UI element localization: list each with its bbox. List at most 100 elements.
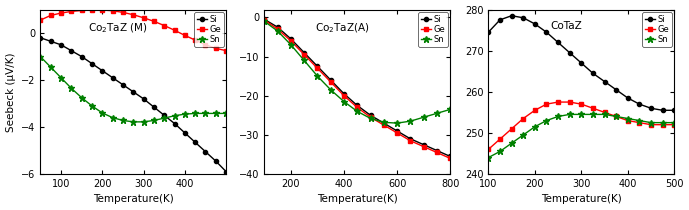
Ge — [353, 106, 362, 109]
Ge — [68, 10, 76, 13]
Ge — [150, 20, 158, 22]
Sn — [37, 55, 45, 58]
Ge — [496, 138, 504, 140]
Sn — [484, 156, 493, 159]
Ge — [129, 13, 137, 16]
Sn — [380, 121, 388, 124]
Si — [119, 84, 127, 86]
Si — [108, 76, 116, 79]
Si — [589, 72, 597, 75]
Legend: Si, Ge, Sn: Si, Ge, Sn — [194, 12, 224, 47]
Ge — [367, 116, 375, 118]
Si — [624, 97, 632, 99]
Ge — [407, 139, 415, 142]
Ge — [201, 43, 209, 46]
Sn — [181, 113, 189, 115]
Ge — [624, 119, 632, 122]
Si — [577, 62, 586, 64]
Sn — [160, 117, 168, 119]
Si — [531, 23, 539, 25]
Si — [380, 122, 388, 124]
Line: Ge: Ge — [263, 18, 452, 160]
Si — [484, 31, 493, 33]
Text: Co$_2$TaZ (M): Co$_2$TaZ (M) — [88, 21, 148, 35]
Si — [647, 107, 655, 109]
Sn — [407, 120, 415, 122]
Ge — [77, 9, 85, 12]
Si — [670, 109, 679, 112]
Sn — [589, 113, 597, 116]
Sn — [566, 113, 574, 116]
Ge — [635, 121, 644, 124]
Si — [496, 18, 504, 21]
Sn — [670, 121, 679, 124]
Sn — [129, 121, 137, 123]
Sn — [624, 117, 632, 120]
Sn — [77, 96, 85, 99]
Ge — [313, 67, 322, 70]
Si — [37, 37, 45, 39]
Sn — [88, 105, 96, 107]
Ge — [108, 9, 116, 12]
Line: Ge: Ge — [39, 8, 228, 53]
Ge — [160, 24, 168, 27]
Si — [47, 40, 55, 43]
Sn — [600, 113, 608, 116]
Si — [542, 31, 551, 33]
Sn — [554, 115, 562, 118]
Si — [170, 122, 178, 125]
Sn — [57, 76, 65, 79]
Sn — [47, 66, 55, 68]
Line: Si: Si — [263, 17, 452, 159]
Si — [600, 80, 608, 83]
Ge — [170, 29, 178, 32]
Ge — [600, 111, 608, 114]
Sn — [433, 112, 441, 115]
Ge — [98, 9, 106, 11]
Si — [222, 171, 230, 173]
Si — [393, 130, 401, 132]
Sn — [647, 121, 655, 124]
Sn — [393, 122, 401, 124]
Sn — [508, 142, 516, 144]
Sn — [519, 134, 527, 136]
Ge — [119, 11, 127, 14]
Si — [57, 43, 65, 46]
Sn — [353, 110, 362, 113]
Ge — [484, 148, 493, 151]
Sn — [446, 108, 454, 111]
Si — [519, 17, 527, 19]
Ge — [446, 157, 454, 160]
Sn — [139, 121, 147, 123]
Sn — [340, 100, 348, 103]
Ge — [542, 103, 551, 105]
Sn — [201, 112, 209, 115]
Ge — [212, 47, 220, 50]
Line: Sn: Sn — [485, 111, 677, 161]
Si — [212, 160, 220, 162]
Sn — [367, 117, 375, 120]
Y-axis label: Seebeck (μV/K): Seebeck (μV/K) — [6, 52, 16, 131]
Sn — [542, 119, 551, 122]
Si — [300, 51, 308, 54]
Line: Si: Si — [39, 36, 228, 174]
Si — [659, 109, 667, 112]
Ge — [554, 101, 562, 103]
Si — [407, 138, 415, 140]
Si — [88, 62, 96, 65]
Ge — [647, 123, 655, 126]
Ge — [57, 12, 65, 14]
Si — [367, 114, 375, 117]
Sn — [420, 116, 428, 118]
Ge — [433, 151, 441, 154]
Si — [508, 14, 516, 17]
Si — [327, 79, 335, 81]
Ge — [589, 107, 597, 109]
Si — [129, 91, 137, 93]
Si — [554, 41, 562, 44]
Ge — [37, 19, 45, 21]
Ge — [519, 117, 527, 120]
Si — [313, 65, 322, 68]
Si — [446, 155, 454, 158]
Si — [340, 92, 348, 95]
